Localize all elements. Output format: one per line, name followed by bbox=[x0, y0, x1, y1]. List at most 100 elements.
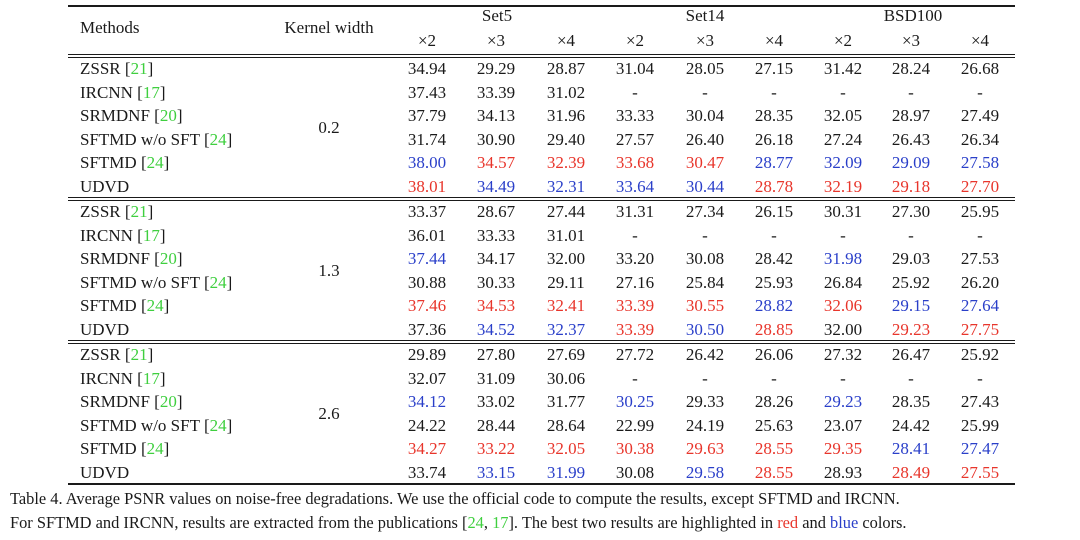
psnr-value: 32.00 bbox=[546, 249, 586, 268]
method-label: SFTMD w/o SFT bbox=[80, 415, 200, 435]
header-scale: ×4 bbox=[970, 31, 990, 50]
method-label: SFTMD w/o SFT bbox=[80, 129, 200, 149]
citation-link[interactable]: 17 bbox=[142, 82, 160, 102]
header-scale: ×3 bbox=[486, 31, 506, 50]
header-methods: Methods bbox=[80, 18, 140, 37]
header-scale: ×2 bbox=[417, 31, 437, 50]
citation-link[interactable]: 21 bbox=[130, 59, 148, 78]
group-rule bbox=[68, 199, 1015, 201]
psnr-value: 29.33 bbox=[685, 392, 725, 411]
method-name: SFTMD [24] bbox=[80, 153, 170, 172]
psnr-value: 27.55 bbox=[960, 462, 1000, 482]
psnr-value: 31.77 bbox=[546, 392, 586, 411]
citation-link[interactable]: 24 bbox=[209, 129, 227, 149]
method-label: ZSSR bbox=[80, 202, 121, 221]
psnr-value: 30.38 bbox=[615, 439, 655, 458]
header-scale: ×4 bbox=[764, 31, 784, 50]
psnr-value: 26.84 bbox=[823, 272, 863, 292]
psnr-value: 30.08 bbox=[615, 462, 655, 482]
citation-link[interactable]: 24 bbox=[146, 296, 164, 315]
psnr-value: 32.05 bbox=[546, 439, 586, 458]
psnr-value: - bbox=[908, 225, 914, 245]
psnr-value: 27.30 bbox=[891, 202, 931, 221]
psnr-value: 34.52 bbox=[476, 319, 516, 339]
psnr-value: 29.09 bbox=[891, 153, 931, 172]
method-label: SFTMD bbox=[80, 153, 137, 172]
psnr-value: 33.39 bbox=[615, 296, 655, 315]
psnr-value: 31.31 bbox=[615, 202, 655, 221]
citation-link[interactable]: 17 bbox=[492, 513, 509, 532]
citation-link[interactable]: 24 bbox=[467, 513, 484, 532]
psnr-value: 26.34 bbox=[960, 129, 1000, 149]
citation-link[interactable]: 24 bbox=[146, 153, 164, 172]
psnr-value: 29.11 bbox=[547, 272, 585, 292]
psnr-value: 38.01 bbox=[407, 176, 447, 196]
method-label: UDVD bbox=[80, 319, 130, 339]
header-dataset-set5: Set5 bbox=[481, 6, 513, 25]
psnr-value: 30.08 bbox=[685, 249, 725, 268]
psnr-value: 34.12 bbox=[407, 392, 447, 411]
method-label: UDVD bbox=[80, 462, 130, 482]
psnr-value: 29.29 bbox=[476, 59, 516, 78]
psnr-value: 28.55 bbox=[754, 462, 794, 482]
citation-link[interactable]: 24 bbox=[209, 272, 227, 292]
psnr-value: 28.93 bbox=[823, 462, 863, 482]
psnr-value: 28.42 bbox=[754, 249, 794, 268]
psnr-value: 33.37 bbox=[407, 202, 447, 221]
psnr-value: 37.46 bbox=[407, 296, 447, 315]
psnr-value: 25.92 bbox=[891, 272, 931, 292]
psnr-value: 27.24 bbox=[823, 129, 863, 149]
citation-link[interactable]: 21 bbox=[130, 345, 148, 364]
method-name: ZSSR [21] bbox=[80, 202, 154, 221]
psnr-value: 24.22 bbox=[407, 415, 447, 435]
header-scale: ×3 bbox=[901, 31, 921, 50]
psnr-value: 33.15 bbox=[476, 462, 516, 482]
psnr-value: - bbox=[908, 368, 914, 388]
method-name: IRCNN [17] bbox=[80, 225, 166, 245]
method-name: SRMDNF [20] bbox=[80, 392, 183, 411]
citation-link[interactable]: 20 bbox=[159, 249, 177, 268]
psnr-value: 26.40 bbox=[685, 129, 725, 149]
psnr-value: 27.70 bbox=[960, 176, 1000, 196]
psnr-value: 34.94 bbox=[407, 59, 447, 78]
citation-link[interactable]: 17 bbox=[142, 225, 160, 245]
psnr-value: 26.06 bbox=[754, 345, 794, 364]
psnr-value: - bbox=[977, 368, 983, 388]
psnr-value: 30.33 bbox=[476, 272, 516, 292]
psnr-value: 31.96 bbox=[546, 106, 586, 125]
group-rule bbox=[68, 197, 1015, 198]
psnr-value: 33.33 bbox=[476, 225, 516, 245]
caption-line-2: For SFTMD and IRCNN, results are extract… bbox=[10, 511, 1078, 535]
psnr-value: 27.44 bbox=[546, 202, 586, 221]
method-label: IRCNN bbox=[80, 368, 133, 388]
header-dataset-bsd100: BSD100 bbox=[883, 6, 943, 25]
psnr-value: 28.78 bbox=[754, 176, 794, 196]
header-scale: ×2 bbox=[833, 31, 853, 50]
citation-link[interactable]: 20 bbox=[159, 106, 177, 125]
psnr-value: 30.25 bbox=[615, 392, 655, 411]
psnr-value: 29.23 bbox=[891, 319, 931, 339]
psnr-value: 28.82 bbox=[754, 296, 794, 315]
method-label: SFTMD w/o SFT bbox=[80, 272, 200, 292]
citation-link[interactable]: 24 bbox=[146, 439, 164, 458]
psnr-value: 32.00 bbox=[823, 319, 863, 339]
method-name: UDVD bbox=[80, 320, 129, 340]
caption-text: ]. The best two results are highlighted … bbox=[508, 513, 778, 532]
psnr-value: 30.04 bbox=[685, 106, 725, 125]
psnr-value: 33.74 bbox=[407, 462, 447, 482]
psnr-value: 28.55 bbox=[754, 439, 794, 458]
citation-link[interactable]: 17 bbox=[142, 368, 160, 388]
method-name: SFTMD w/o SFT [24] bbox=[80, 415, 233, 435]
citation-link[interactable]: 24 bbox=[209, 415, 227, 435]
psnr-value: 29.58 bbox=[685, 462, 725, 482]
psnr-value: 31.01 bbox=[546, 225, 586, 245]
citation-link[interactable]: 20 bbox=[159, 392, 177, 411]
psnr-value: 32.05 bbox=[823, 106, 863, 125]
psnr-value: 34.49 bbox=[476, 176, 516, 196]
psnr-value: 29.23 bbox=[823, 392, 863, 411]
psnr-value: 25.84 bbox=[685, 272, 725, 292]
psnr-value: 28.35 bbox=[754, 106, 794, 125]
citation-link[interactable]: 21 bbox=[130, 202, 148, 221]
psnr-value: 27.32 bbox=[823, 345, 863, 364]
psnr-value: 34.27 bbox=[407, 439, 447, 458]
